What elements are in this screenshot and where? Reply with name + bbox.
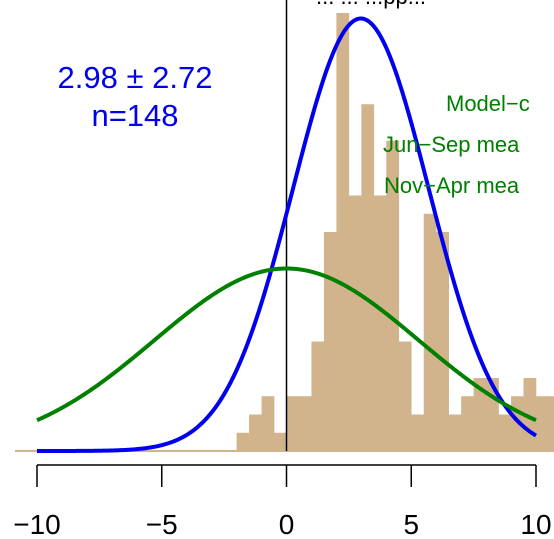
histogram-bar [548,396,554,451]
legend-line-nov-apr: Nov−Apr mea [384,173,520,198]
legend-line-model: Model−c [446,91,530,116]
histogram-bar [336,13,350,451]
histogram-bar [461,396,474,451]
histogram-bar [274,432,287,451]
histogram-bar [286,396,300,451]
histogram-bar [423,213,437,451]
histogram-bar [448,414,462,451]
density-curve [36,266,537,423]
x-tick-label: 10 [520,509,551,539]
histogram-bar [361,104,375,451]
histogram-bar [386,140,400,451]
histogram-bar [398,341,412,451]
histogram-bar [411,414,425,451]
x-tick-label: 0 [279,509,295,539]
histogram-bar [498,414,512,451]
x-tick-label: −10 [13,509,61,539]
legend-line-jun-sep: Jun−Sep mea [383,132,520,157]
x-axis: −10 −5 0 5 10 [13,464,552,539]
histogram-bar [249,414,262,451]
histogram-bar [373,195,387,451]
histogram-bar [236,432,250,451]
density-curves [36,16,538,453]
mean-sd-label: 2.98 ± 2.72 [58,60,213,95]
histogram-bar [348,195,362,451]
x-tick-label: 5 [403,509,419,539]
histogram-bar [261,396,275,451]
x-tick-label: −5 [146,509,178,539]
histogram-bar [536,396,549,451]
histogram-bar [323,232,337,451]
title-fragment: ... ... ...pp... [316,0,426,9]
histogram-bar [473,378,487,451]
density-curve [36,16,538,453]
histogram-bars [236,13,554,451]
histogram-bar [436,232,449,451]
n-label: n=148 [91,98,178,133]
histogram-bar [311,341,325,451]
histogram-bar [298,396,312,451]
